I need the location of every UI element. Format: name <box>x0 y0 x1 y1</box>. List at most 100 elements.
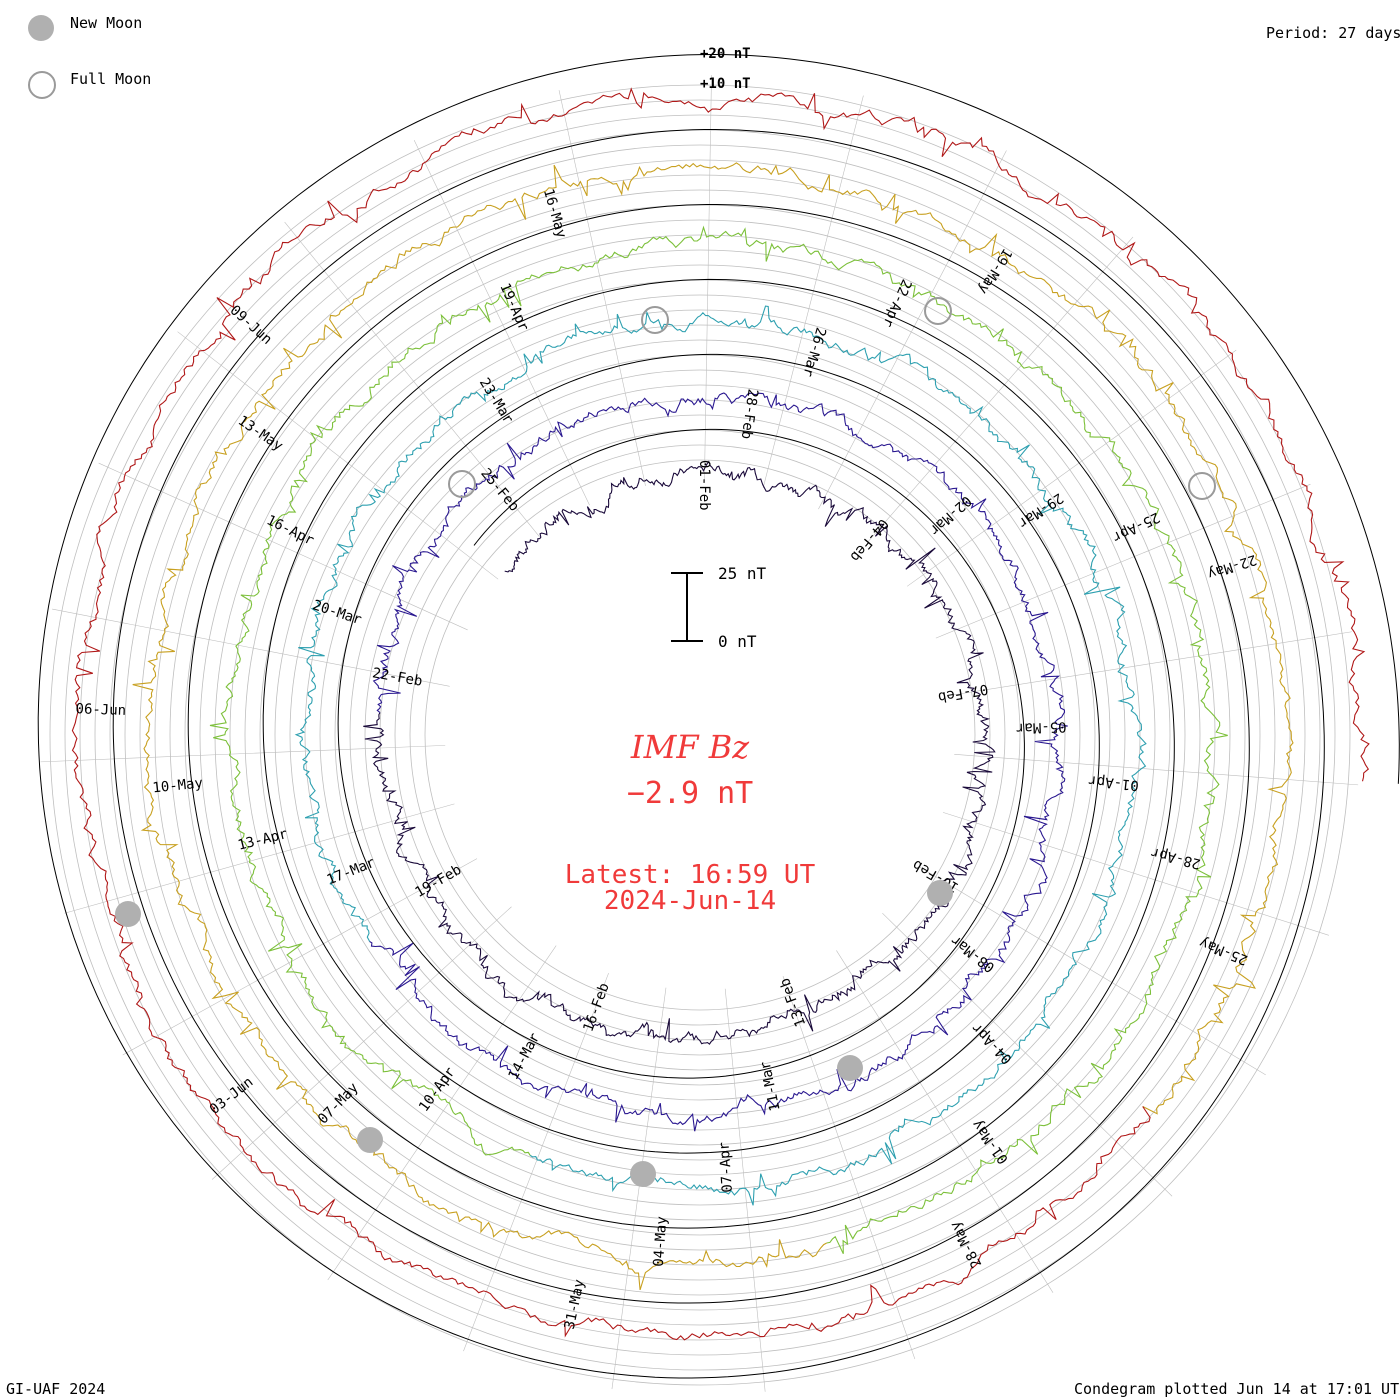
grid-spoke <box>935 483 1311 639</box>
full-moon-icon <box>28 71 56 99</box>
grid-circle <box>184 219 1216 1251</box>
new-moon-marker <box>927 880 953 906</box>
date-label: 05-Mar <box>1016 718 1067 736</box>
grid-spoke <box>284 221 540 538</box>
grid-spoke <box>918 866 1266 1076</box>
series-line-2 <box>369 392 1068 1132</box>
date-label: 06-Jun <box>75 701 126 719</box>
date-label: 22-Feb <box>371 665 424 690</box>
date-label: 04-Apr <box>969 1020 1016 1067</box>
new-moon-marker <box>837 1055 863 1081</box>
date-label: 01-Feb <box>696 460 712 511</box>
grid-spoke <box>177 331 499 580</box>
full-moon-marker <box>1188 472 1216 500</box>
grid-spoke <box>882 912 1173 1197</box>
grid-spoke <box>724 988 766 1392</box>
chart-series <box>37 53 1400 1379</box>
date-label: 28-May <box>947 1218 985 1270</box>
chart-grid <box>40 75 1359 1392</box>
grid-circle <box>289 324 1111 1146</box>
date-label: 04-May <box>651 1216 670 1268</box>
date-label: 13-Apr <box>236 826 289 854</box>
grid-spoke <box>64 803 455 914</box>
grid-spoke <box>463 972 609 1352</box>
new-moon-icon <box>28 15 54 41</box>
date-label: 13-Feb <box>777 976 809 1029</box>
grid-circle <box>259 294 1141 1176</box>
grid-circle <box>199 234 1201 1236</box>
date-label: 11-Mar <box>757 1060 783 1113</box>
date-label: 19-May <box>975 245 1015 296</box>
series-line-1 <box>363 460 996 1045</box>
grid-spoke <box>954 753 1359 786</box>
grid-circle <box>124 159 1276 1311</box>
grid-circle <box>229 264 1171 1206</box>
grid-spoke <box>762 95 864 489</box>
date-label: 17-Mar <box>325 855 378 889</box>
grid-circle <box>109 144 1291 1326</box>
date-label: 14-Mar <box>506 1031 544 1083</box>
scale-bar <box>671 572 703 642</box>
grid-circle <box>64 99 1336 1371</box>
grid-spoke <box>836 950 1054 1293</box>
full-moon-marker <box>448 470 476 498</box>
date-label: 01-Apr <box>1088 772 1140 793</box>
chart-title: IMF Bz <box>540 728 840 766</box>
grid-spoke <box>611 987 667 1390</box>
grid-spoke <box>867 236 1134 543</box>
grid-spoke <box>818 150 1007 510</box>
date-label: 07-Feb <box>937 680 990 705</box>
date-label: 10-May <box>152 775 204 796</box>
latest-time: Latest: 16:59 UT <box>564 860 816 890</box>
date-label: 25-Feb <box>477 466 522 515</box>
series-line-3 <box>294 305 1147 1206</box>
ring-label-plus20: +20 nT <box>700 46 751 62</box>
grid-spoke <box>782 976 916 1360</box>
grid-circle <box>79 114 1321 1356</box>
footer-credit: GI-UAF 2024 <box>6 1380 106 1398</box>
date-label: 28-Feb <box>738 388 761 440</box>
grid-spoke <box>122 858 478 1056</box>
grid-circle <box>274 309 1126 1161</box>
grid-circle <box>214 249 1186 1221</box>
grid-circle <box>304 339 1096 1131</box>
grid-circle <box>154 189 1246 1281</box>
grid-circle <box>139 174 1261 1296</box>
grid-spoke <box>327 945 557 1281</box>
grid-circle <box>364 399 1036 1071</box>
legend-full-moon-label: Full Moon <box>70 70 152 88</box>
legend-new-moon-label: New Moon <box>70 14 143 32</box>
latest-date: 2024-Jun-14 <box>603 886 777 916</box>
date-label: 16-Apr <box>264 512 316 549</box>
grid-circle <box>334 369 1066 1101</box>
new-moon-marker <box>630 1161 656 1187</box>
date-label: 07-Apr <box>717 1141 736 1193</box>
full-moon-marker <box>641 306 669 334</box>
grid-circle <box>349 384 1051 1086</box>
grid-spoke <box>942 812 1329 936</box>
grid-spoke <box>906 349 1237 587</box>
ring-label-plus10: +10 nT <box>700 76 751 92</box>
grid-spoke <box>558 90 646 486</box>
chart-moon-markers <box>115 297 1216 1187</box>
series-line-5 <box>132 162 1294 1291</box>
date-label: 26-Mar <box>799 325 828 378</box>
grid-spoke <box>211 906 512 1180</box>
date-label: 08-Mar <box>948 932 998 976</box>
grid-spoke <box>704 75 712 481</box>
full-moon-marker <box>924 297 952 325</box>
date-label: 22-May <box>1205 551 1258 582</box>
date-label: 19-Feb <box>413 862 465 901</box>
series-line-6 <box>71 87 1370 1341</box>
grid-circle <box>379 414 1021 1056</box>
date-label: 04-Feb <box>847 515 892 564</box>
date-label: 02-Mar <box>926 492 974 538</box>
scale-bar-top-label: 25 nT <box>718 564 767 583</box>
date-label: 10-Apr <box>416 1065 459 1115</box>
grid-circle <box>49 84 1351 1386</box>
scale-bar-bottom-label: 0 nT <box>718 632 757 651</box>
period-label: Period: 27 days <box>1266 24 1400 42</box>
chart-title-text: IMF Bz <box>630 728 750 766</box>
grid-spoke <box>413 139 590 506</box>
